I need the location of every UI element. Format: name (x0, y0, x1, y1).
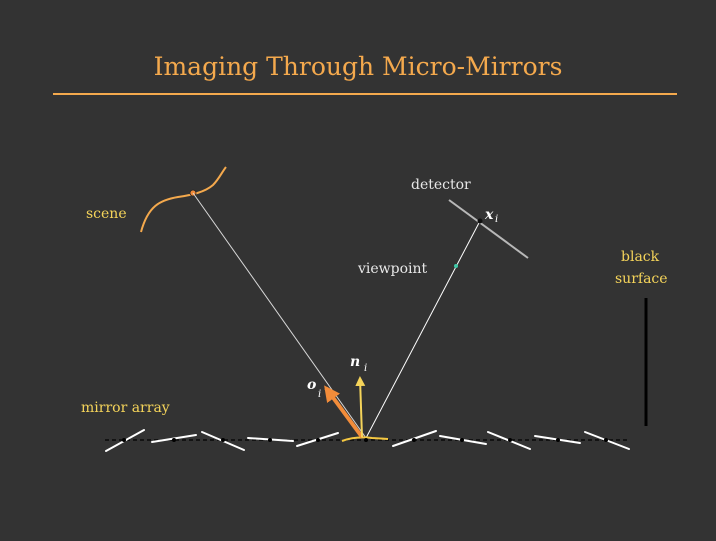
active-mirror (341, 436, 389, 442)
scene-label: scene (86, 206, 127, 222)
n-subscript: i (364, 363, 367, 374)
mirror-pivots (122, 438, 608, 442)
title-underline (53, 93, 677, 95)
slide-title: Imaging Through Micro-Mirrors (153, 52, 563, 81)
o-symbol: o (307, 377, 316, 393)
viewpoint-label: viewpoint (357, 261, 428, 277)
o-subscript: i (318, 389, 321, 400)
detector-pixel (477, 218, 483, 224)
black-surface-label-line1: black (621, 249, 660, 265)
n-normal-arrow (355, 376, 366, 438)
o-vector-arrow (324, 385, 364, 439)
mirror-array-label: mirror array (81, 400, 170, 416)
n-symbol: n (350, 354, 360, 370)
black-surface-label-line2: surface (615, 271, 668, 287)
reflected-ray-line (365, 220, 481, 439)
viewpoint-dot (454, 264, 458, 268)
x-subscript: i (495, 214, 498, 225)
x-symbol: x (484, 207, 494, 223)
detector-label: detector (411, 177, 471, 193)
scene-curve (140, 166, 227, 233)
incident-ray-line (192, 192, 367, 439)
detector-plane (448, 199, 529, 259)
